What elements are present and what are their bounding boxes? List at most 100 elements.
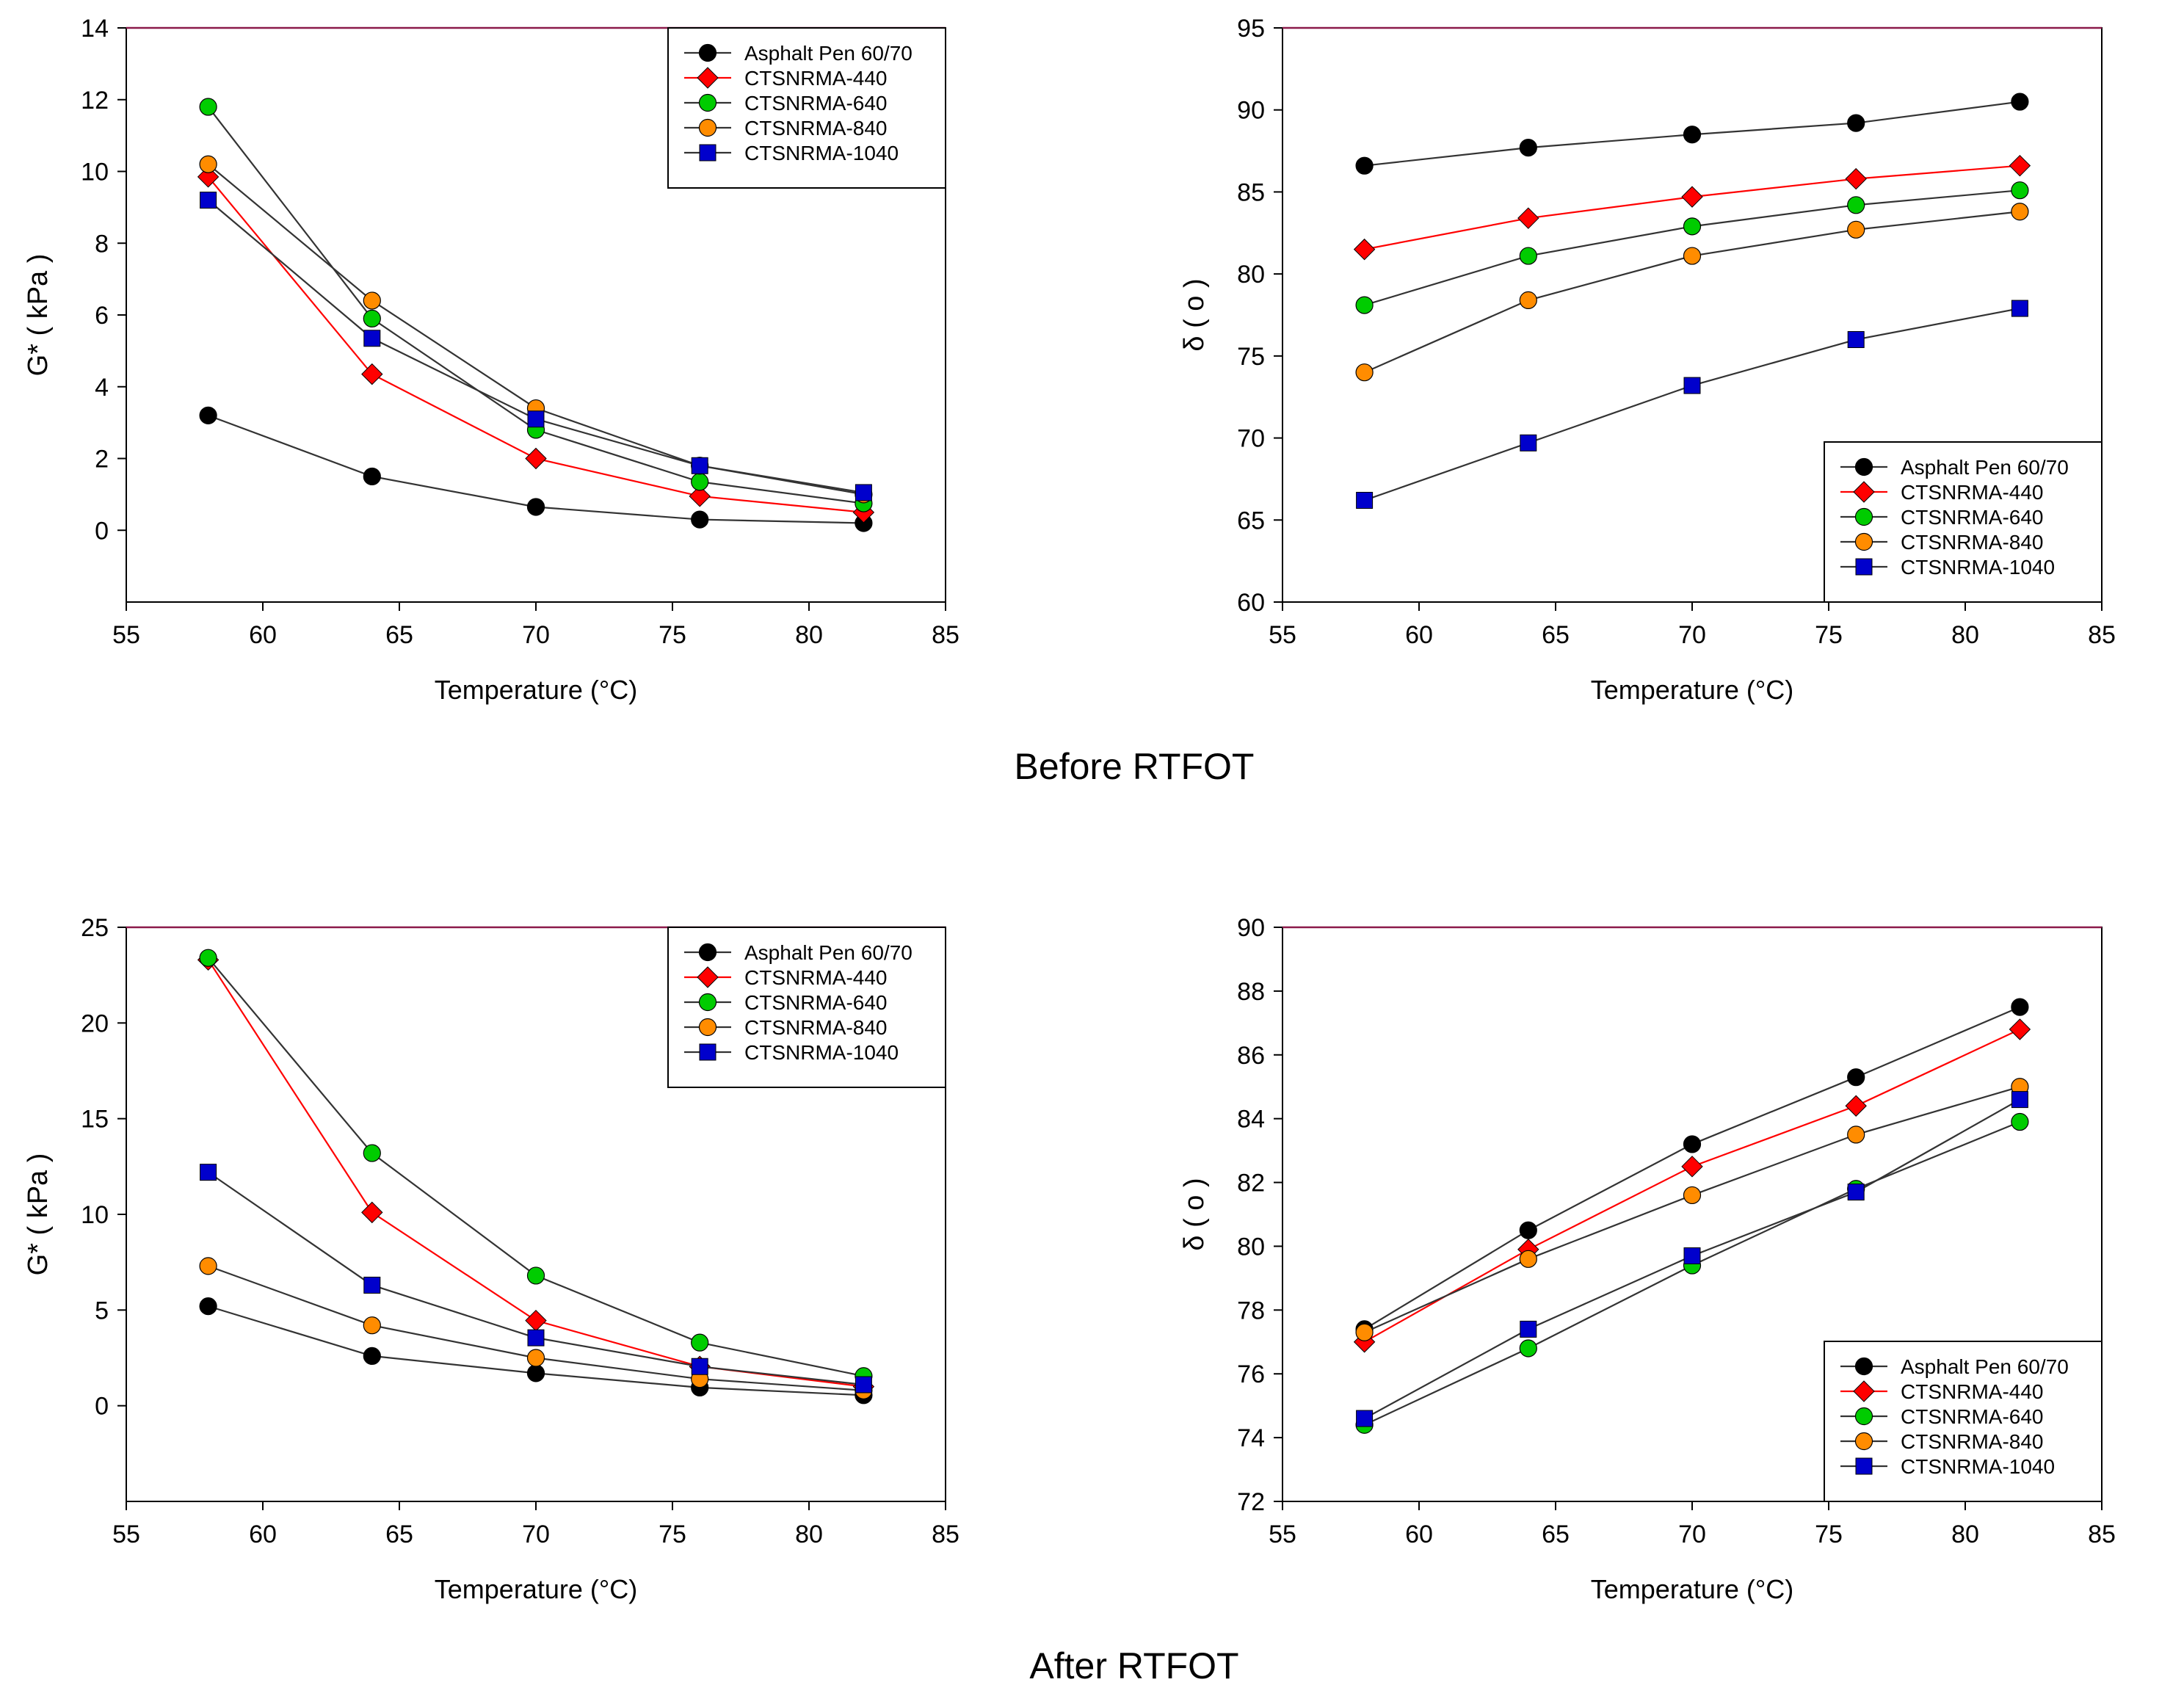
data-point-ctsnrma-840 [363, 291, 381, 310]
y-tick-label: 74 [1237, 1424, 1265, 1452]
data-point-asphalt-pen-60-70 [363, 467, 381, 486]
legend-marker [697, 966, 719, 988]
x-tick-label: 85 [2088, 621, 2116, 649]
data-point-ctsnrma-440 [1681, 1156, 1703, 1178]
data-point-ctsnrma-640 [691, 1333, 709, 1352]
legend-label: CTSNRMA-1040 [1901, 1455, 2055, 1478]
y-tick-label: 90 [1237, 914, 1265, 942]
legend-label: CTSNRMA-440 [1901, 1380, 2043, 1403]
x-tick-label: 75 [659, 1521, 686, 1548]
data-point-ctsnrma-1040 [200, 1164, 217, 1181]
data-point-ctsnrma-640 [1683, 217, 1702, 236]
data-point-ctsnrma-1040 [1356, 491, 1374, 509]
data-point-ctsnrma-640 [1519, 247, 1537, 265]
legend-marker [698, 993, 717, 1012]
series-asphalt-pen-60-70 [1355, 93, 2029, 175]
y-tick-label: 95 [1237, 15, 1265, 43]
legend-label: Asphalt Pen 60/70 [1901, 456, 2069, 479]
y-tick-label: 75 [1237, 343, 1265, 371]
chart-before-delta: 55 60 65 70 75 80 856065707580859095Temperatur… [1179, 15, 2116, 705]
caption-after-rtfot: After RTFOT [1029, 1645, 1239, 1686]
data-point-ctsnrma-440 [525, 1309, 547, 1332]
data-point-ctsnrma-1040 [2011, 300, 2028, 317]
data-point-ctsnrma-840 [1683, 1186, 1702, 1205]
data-point-ctsnrma-1040 [527, 410, 545, 428]
y-tick-label: 88 [1237, 978, 1265, 1006]
series-asphalt-pen-60-70 [199, 1297, 873, 1405]
x-tick-label: 60 [1405, 621, 1433, 649]
data-point-ctsnrma-640 [526, 1266, 545, 1285]
series-ctsnrma-440 [1353, 1018, 2031, 1353]
legend-label: CTSNRMA-840 [744, 1016, 887, 1039]
series-ctsnrma-840 [1355, 1078, 2029, 1341]
legend-label: CTSNRMA-440 [1901, 481, 2043, 504]
data-point-ctsnrma-640 [1847, 196, 1865, 214]
y-tick-label: 6 [95, 302, 109, 330]
data-point-ctsnrma-1040 [1520, 434, 1537, 452]
x-tick-label: 55 [1269, 1521, 1296, 1548]
data-point-ctsnrma-640 [2011, 1112, 2029, 1131]
series-ctsnrma-640 [1355, 181, 2029, 314]
series-ctsnrma-840 [1355, 203, 2029, 382]
legend-label: CTSNRMA-840 [1901, 1430, 2043, 1453]
x-axis-label: Temperature (°C) [1591, 675, 1793, 705]
data-point-asphalt-pen-60-70 [1683, 126, 1702, 144]
y-tick-label: 78 [1237, 1297, 1265, 1324]
data-point-ctsnrma-1040 [200, 192, 217, 209]
series-ctsnrma-1040 [200, 192, 872, 501]
data-point-asphalt-pen-60-70 [199, 406, 217, 424]
data-point-ctsnrma-1040 [1683, 1247, 1701, 1264]
x-tick-label: 55 [112, 621, 140, 649]
data-point-ctsnrma-840 [1847, 220, 1865, 239]
y-tick-label: 10 [81, 1201, 109, 1229]
data-point-ctsnrma-840 [1847, 1126, 1865, 1144]
data-point-asphalt-pen-60-70 [1683, 1135, 1702, 1153]
data-point-asphalt-pen-60-70 [1847, 114, 1865, 132]
legend-label: Asphalt Pen 60/70 [744, 941, 913, 964]
x-tick-label: 60 [249, 1521, 277, 1548]
legend: Asphalt Pen 60/70CTSNRMA-440CTSNRMA-640C… [667, 27, 946, 189]
data-point-ctsnrma-1040 [691, 1358, 708, 1375]
y-tick-label: 2 [95, 446, 109, 474]
chart-after-gstar: 55 60 65 70 75 80 85 0 5 10 15 20 25 Temperature (°C)… [23, 914, 959, 1604]
data-point-ctsnrma-440 [689, 485, 711, 507]
x-tick-label: 75 [659, 621, 686, 649]
data-point-ctsnrma-840 [199, 155, 217, 173]
data-point-ctsnrma-1040 [1356, 1410, 1374, 1427]
x-tick-label: 80 [795, 621, 823, 649]
data-point-ctsnrma-1040 [2011, 1091, 2028, 1109]
y-tick-label: 15 [81, 1106, 109, 1134]
y-tick-label: 0 [95, 517, 109, 545]
y-axis-label: G* ( kPa ) [23, 1153, 54, 1276]
x-tick-label: 85 [932, 1521, 959, 1548]
data-point-ctsnrma-440 [1845, 167, 1867, 190]
data-point-ctsnrma-1040 [363, 1276, 381, 1294]
y-axis-label: δ ( o ) [1179, 278, 1210, 351]
data-point-ctsnrma-440 [2009, 1018, 2031, 1040]
data-point-ctsnrma-440 [1681, 186, 1703, 208]
x-tick-label: 80 [795, 1521, 823, 1548]
legend-label: CTSNRMA-1040 [1901, 556, 2055, 579]
data-point-ctsnrma-440 [197, 166, 220, 188]
legend-marker [1855, 1457, 1873, 1475]
legend-marker [698, 118, 717, 137]
legend-marker [1854, 1432, 1873, 1451]
data-point-ctsnrma-640 [199, 98, 217, 116]
y-tick-label: 10 [81, 159, 109, 186]
y-tick-label: 90 [1237, 97, 1265, 125]
legend-label: CTSNRMA-1040 [744, 142, 899, 164]
data-point-ctsnrma-840 [526, 1349, 545, 1367]
data-point-ctsnrma-1040 [1847, 1184, 1865, 1201]
series-ctsnrma-440 [1353, 154, 2031, 261]
y-axis-label: G* ( kPa ) [23, 254, 54, 377]
data-point-ctsnrma-840 [1355, 363, 1374, 382]
y-tick-label: 70 [1237, 425, 1265, 453]
y-tick-label: 72 [1237, 1488, 1265, 1516]
x-axis-label: Temperature (°C) [1591, 1574, 1793, 1604]
y-tick-label: 0 [95, 1393, 109, 1421]
legend-marker [697, 67, 719, 89]
legend-label: CTSNRMA-840 [744, 117, 887, 139]
x-tick-label: 70 [1678, 621, 1706, 649]
x-tick-label: 65 [385, 621, 413, 649]
data-point-ctsnrma-640 [1519, 1339, 1537, 1358]
